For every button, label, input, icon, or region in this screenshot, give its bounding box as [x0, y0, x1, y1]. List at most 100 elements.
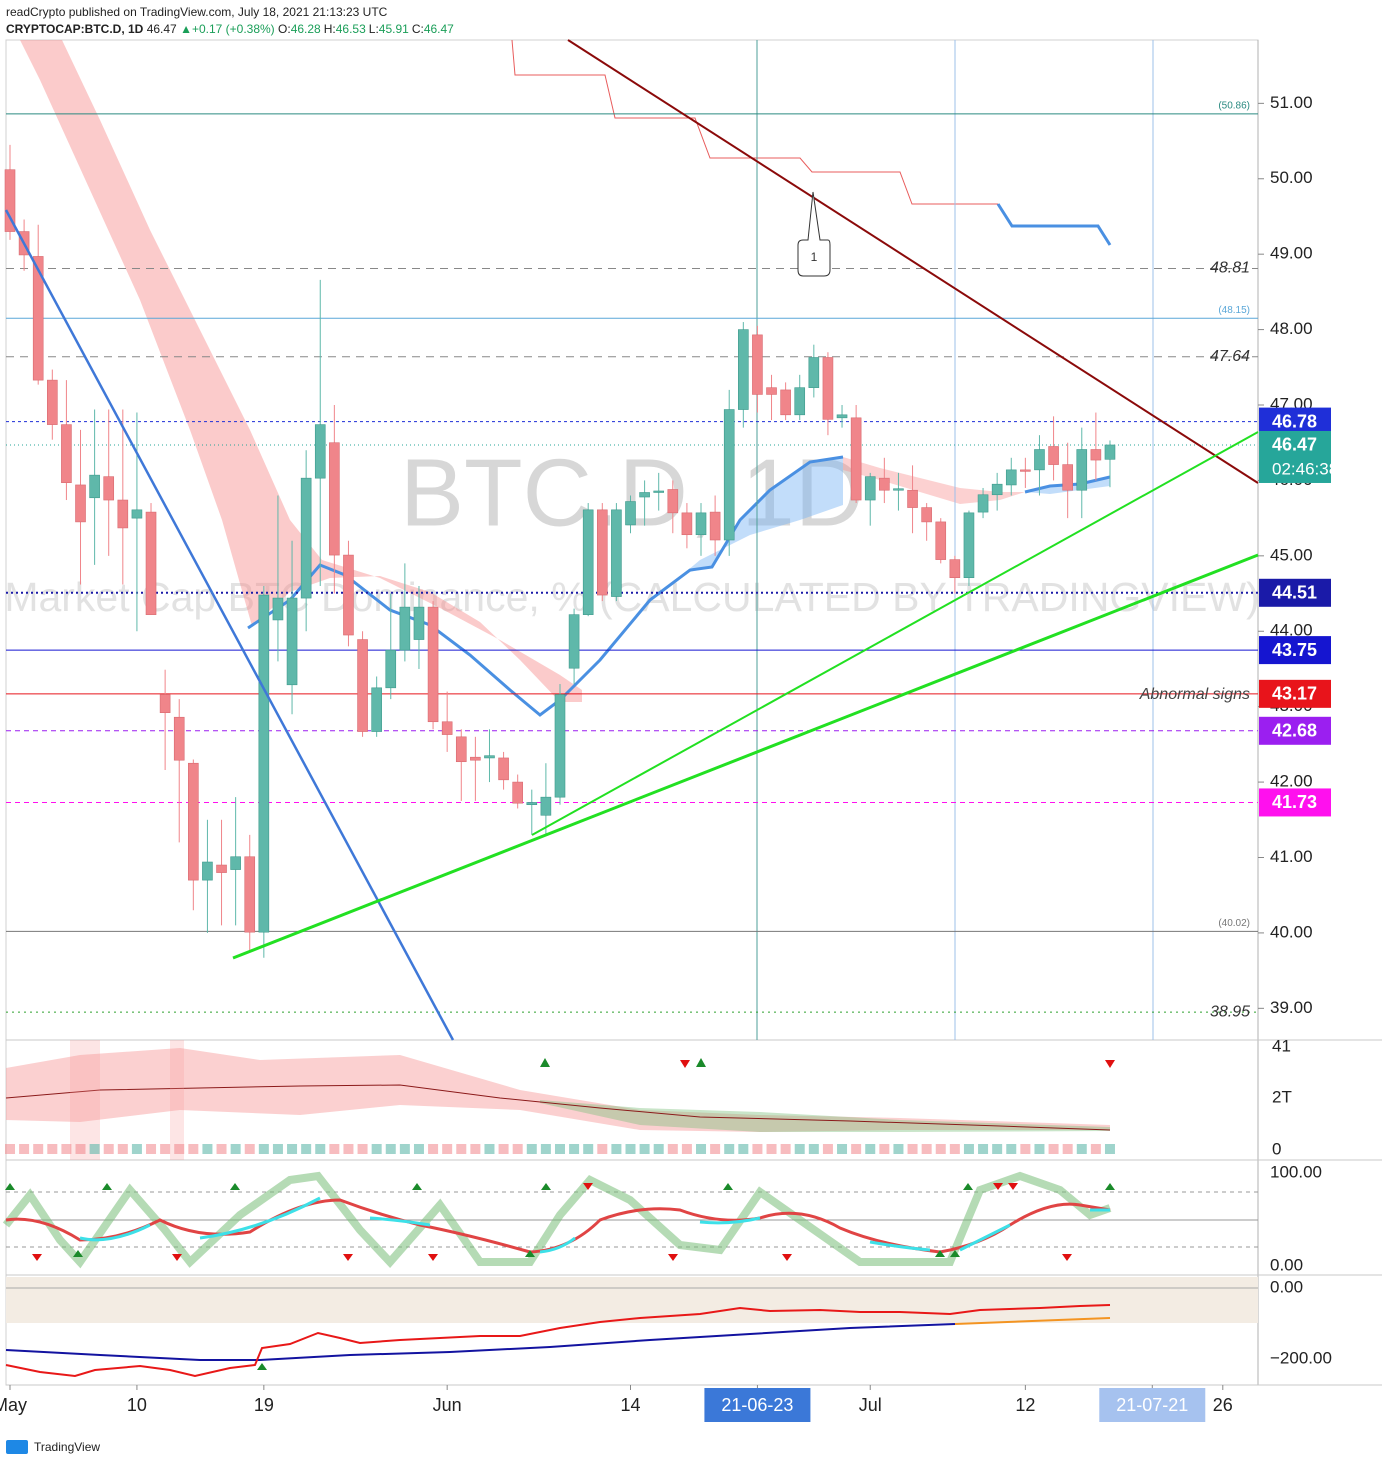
candle-body — [611, 509, 622, 597]
x-tick-label: 14 — [620, 1395, 640, 1415]
candle-body — [385, 649, 397, 689]
price-box-label: 44.51 — [1272, 583, 1317, 603]
candle-body — [230, 856, 241, 870]
volume-bar — [498, 1144, 509, 1154]
pane-tick-label: 0 — [1272, 1139, 1281, 1158]
countdown: 02:46:38 — [1272, 459, 1338, 478]
volume-bar — [146, 1144, 157, 1154]
signal-arrows — [5, 1183, 1115, 1257]
candle-body — [399, 606, 411, 651]
volume-bar — [202, 1144, 213, 1154]
pane-tick-label: 2T — [1272, 1087, 1292, 1106]
band — [6, 1277, 1258, 1323]
volume-bar — [554, 1144, 565, 1154]
candle-body — [596, 509, 608, 596]
candle-body — [89, 474, 100, 499]
volume-bar — [287, 1144, 298, 1154]
volume-bar — [456, 1144, 467, 1154]
signal-arrow — [1105, 1060, 1115, 1068]
watermark-subtitle: Market Cap BTC Dominance, % (CALCULATED … — [4, 574, 1259, 620]
volume-bar — [160, 1144, 171, 1154]
candle-body — [907, 489, 918, 508]
highlight-zone — [170, 1040, 184, 1160]
candle-body — [653, 490, 665, 493]
volume-cloud — [540, 1100, 1110, 1132]
volume-bar — [33, 1144, 44, 1154]
candle-body — [766, 387, 777, 395]
candle-body — [935, 521, 947, 560]
volume-bar — [117, 1144, 128, 1154]
candle-body — [61, 424, 72, 483]
candle-body — [794, 387, 806, 416]
volume-bar — [865, 1144, 876, 1154]
volume-cloud — [6, 1048, 1110, 1132]
volume-bar — [1076, 1144, 1087, 1154]
candle-body — [131, 509, 143, 519]
candle-body — [808, 357, 820, 388]
candle-body — [117, 499, 129, 529]
signal-arrows — [32, 1183, 1072, 1261]
volume-bar — [921, 1144, 932, 1154]
footer-logo — [6, 1440, 28, 1454]
volume-bar — [851, 1144, 862, 1154]
ohlc-value: 46.53 — [335, 22, 366, 36]
plot-frame — [5, 39, 1259, 1386]
candle-body — [864, 476, 876, 501]
volume-bar — [61, 1144, 72, 1154]
pane-tick-label: 41 — [1272, 1036, 1291, 1055]
candle-body — [879, 477, 890, 491]
candle-body — [272, 597, 284, 621]
volume-bar — [822, 1144, 833, 1154]
volume-bar — [301, 1144, 312, 1154]
price-box-label: 43.75 — [1272, 640, 1317, 660]
volume-bar — [611, 1144, 622, 1154]
y-tick-label: 42.00 — [1270, 772, 1313, 791]
x-tick-label: 12 — [1015, 1395, 1035, 1415]
indicator-line — [954, 1317, 1111, 1325]
candle-body — [1076, 449, 1088, 491]
indicator-line — [5, 1323, 956, 1361]
volume-bar — [526, 1144, 537, 1154]
oscillator-line — [79, 1196, 1110, 1254]
volume-bar — [1034, 1144, 1045, 1154]
ohlc-value: 46.28 — [290, 22, 321, 36]
volume-bar — [710, 1144, 721, 1154]
annotation: Abnormal signs — [1139, 686, 1250, 703]
candle-body — [470, 756, 481, 761]
trend-line — [232, 553, 1259, 960]
price-box — [1259, 578, 1331, 607]
candle-body — [173, 716, 185, 761]
candle-body — [188, 762, 199, 881]
volume-bar — [428, 1144, 439, 1154]
candle-body — [752, 334, 763, 395]
step-line — [511, 39, 998, 205]
y-tick-label: 51.00 — [1270, 93, 1313, 112]
level-label: 47.64 — [1210, 348, 1250, 365]
volume-bar — [978, 1144, 989, 1154]
volume-bar — [893, 1144, 904, 1154]
candle-body — [568, 614, 580, 669]
candle-body — [949, 559, 961, 579]
volume-bar — [343, 1144, 354, 1154]
price-box — [1259, 636, 1331, 665]
footer-text: TradingView — [34, 1440, 100, 1454]
volume-bar — [625, 1144, 636, 1154]
header-title: readCrypto published on TradingView.com,… — [6, 5, 388, 19]
indicator-line — [247, 455, 844, 717]
ohlc-key: H: — [323, 22, 336, 36]
signal-arrow — [696, 1058, 706, 1067]
candle-body — [512, 781, 523, 804]
level-label: 48.81 — [1210, 260, 1250, 277]
cloud-band — [582, 457, 843, 680]
header-quote: CRYPTOCAP:BTC.D, 1D 46.47 ▲+0.17 (+0.38%… — [6, 21, 457, 38]
candle-body — [963, 512, 975, 579]
ohlc-key: O: — [278, 22, 291, 36]
volume-bar — [1104, 1144, 1115, 1154]
level-label: 38.95 — [1210, 1003, 1250, 1020]
volume-bar — [653, 1144, 664, 1154]
price: 46.47 — [146, 22, 177, 36]
volume-bar — [47, 1144, 58, 1154]
x-tick-label: 10 — [127, 1395, 147, 1415]
volume-bar — [258, 1144, 269, 1154]
ohlc-key: L: — [368, 22, 379, 36]
